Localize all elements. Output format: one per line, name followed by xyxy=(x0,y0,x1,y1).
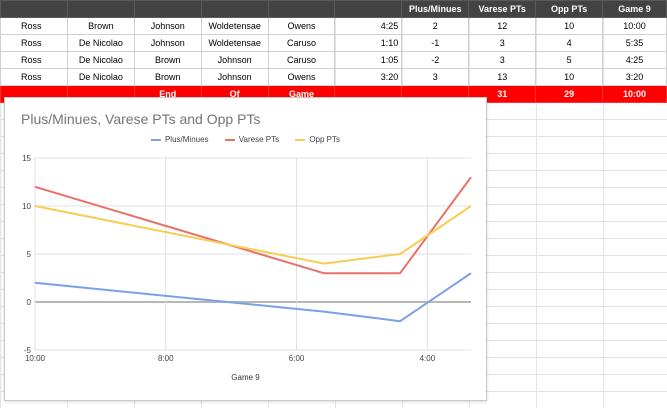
header-cell[interactable] xyxy=(0,0,68,18)
table-cell[interactable]: 1:10 xyxy=(334,34,403,52)
table-cell[interactable]: 3 xyxy=(468,34,537,52)
table-row: Ross De Nicolao Johnson Woldetensae Caru… xyxy=(0,34,667,52)
table-cell[interactable]: Caruso xyxy=(267,34,336,52)
header-cell[interactable] xyxy=(267,0,336,18)
table-cell[interactable]: De Nicolao xyxy=(66,34,135,52)
y-tick-label: 10 xyxy=(22,202,31,211)
legend-label: Opp PTs xyxy=(309,135,341,144)
legend-swatch xyxy=(224,138,235,141)
y-tick-label: -5 xyxy=(24,346,32,355)
table-cell[interactable]: 3 xyxy=(468,51,537,69)
table-cell[interactable]: Johnson xyxy=(200,51,269,69)
series-line-varese-pts xyxy=(34,176,472,275)
x-tick-label: 8:00 xyxy=(158,354,174,363)
total-cell-opp-pts[interactable]: 29 xyxy=(535,85,604,103)
table-cell[interactable]: 3 xyxy=(401,68,470,86)
table-cell[interactable]: De Nicolao xyxy=(66,68,135,86)
table-cell[interactable]: De Nicolao xyxy=(66,51,135,69)
table-cell[interactable]: -2 xyxy=(401,51,470,69)
table-cell[interactable]: Brown xyxy=(66,17,135,35)
table-cell[interactable]: 10:00 xyxy=(602,17,667,35)
total-cell-game[interactable]: 10:00 xyxy=(602,85,667,103)
table-cell[interactable]: Brown xyxy=(133,51,202,69)
table-cell[interactable]: Woldetensae xyxy=(200,17,269,35)
legend-swatch xyxy=(295,138,306,141)
legend-label: Varese PTs xyxy=(238,135,280,144)
table-cell[interactable]: 10 xyxy=(535,17,604,35)
data-table: Plus/Minues Varese PTs Opp PTs Game 9 Ro… xyxy=(0,0,667,103)
table-cell[interactable]: 5:35 xyxy=(602,34,667,52)
header-cell-plus-minus[interactable]: Plus/Minues xyxy=(401,0,470,18)
table-cell[interactable]: 12 xyxy=(468,17,537,35)
table-cell[interactable]: 13 xyxy=(468,68,537,86)
header-row: Plus/Minues Varese PTs Opp PTs Game 9 xyxy=(0,0,667,18)
table-cell[interactable]: Caruso xyxy=(267,51,336,69)
legend-swatch xyxy=(150,138,161,141)
x-axis-title: Game 9 xyxy=(231,373,260,382)
series-line-plus-minues xyxy=(34,272,472,323)
table-cell[interactable]: Owens xyxy=(267,17,336,35)
table-cell[interactable]: Johnson xyxy=(133,17,202,35)
y-tick-label: 15 xyxy=(22,154,31,163)
x-tick-label: 10:00 xyxy=(25,354,46,363)
header-cell[interactable] xyxy=(334,0,403,18)
chart-legend: Plus/Minues Varese PTs Opp PTs xyxy=(5,135,486,144)
table-cell[interactable]: 4 xyxy=(535,34,604,52)
table-cell[interactable]: Owens xyxy=(267,68,336,86)
table-cell[interactable]: Woldetensae xyxy=(200,34,269,52)
table-cell[interactable]: 4:25 xyxy=(334,17,403,35)
chart-title: Plus/Minues, Varese PTs and Opp PTs xyxy=(21,111,261,127)
table-cell[interactable]: 4:25 xyxy=(602,51,667,69)
series-line-opp-pts xyxy=(34,205,472,265)
table-cell[interactable]: 3:20 xyxy=(334,68,403,86)
table-cell[interactable]: 1:05 xyxy=(334,51,403,69)
table-cell[interactable]: Johnson xyxy=(133,34,202,52)
table-row: Ross De Nicolao Brown Johnson Caruso 1:0… xyxy=(0,51,667,69)
embedded-line-chart[interactable]: Plus/Minues, Varese PTs and Opp PTs Plus… xyxy=(4,97,487,401)
legend-item-varese-pts: Varese PTs xyxy=(224,135,280,144)
header-cell-game[interactable]: Game 9 xyxy=(602,0,667,18)
legend-item-opp-pts: Opp PTs xyxy=(295,135,340,144)
x-tick-label: 6:00 xyxy=(289,354,305,363)
table-cell[interactable]: Johnson xyxy=(200,68,269,86)
table-cell[interactable]: Brown xyxy=(133,68,202,86)
table-cell[interactable]: -1 xyxy=(401,34,470,52)
table-cell[interactable]: Ross xyxy=(0,34,68,52)
table-cell[interactable]: 10 xyxy=(535,68,604,86)
header-cell-opp-pts[interactable]: Opp PTs xyxy=(535,0,604,18)
table-cell[interactable]: 3:20 xyxy=(602,68,667,86)
column-divider xyxy=(0,0,1,408)
table-cell[interactable]: Ross xyxy=(0,17,68,35)
table-cell[interactable]: Ross xyxy=(0,51,68,69)
table-cell[interactable]: 5 xyxy=(535,51,604,69)
table-cell[interactable]: Ross xyxy=(0,68,68,86)
y-tick-label: 5 xyxy=(27,250,32,259)
y-tick-label: 0 xyxy=(27,298,32,307)
column-divider xyxy=(603,0,604,408)
legend-item-plus-minus: Plus/Minues xyxy=(150,135,209,144)
header-cell[interactable] xyxy=(200,0,269,18)
x-tick-label: 4:00 xyxy=(420,354,436,363)
table-row: Ross Brown Johnson Woldetensae Owens 4:2… xyxy=(0,17,667,35)
column-divider xyxy=(536,0,537,408)
table-row: Ross De Nicolao Brown Johnson Owens 3:20… xyxy=(0,68,667,86)
table-cell[interactable]: 2 xyxy=(401,17,470,35)
header-cell[interactable] xyxy=(66,0,135,18)
legend-label: Plus/Minues xyxy=(164,135,209,144)
plot-area: 15 10 5 0 -510:00 8:00 6:00 4:00 xyxy=(22,154,472,363)
header-cell-varese-pts[interactable]: Varese PTs xyxy=(468,0,537,18)
header-cell[interactable] xyxy=(133,0,202,18)
